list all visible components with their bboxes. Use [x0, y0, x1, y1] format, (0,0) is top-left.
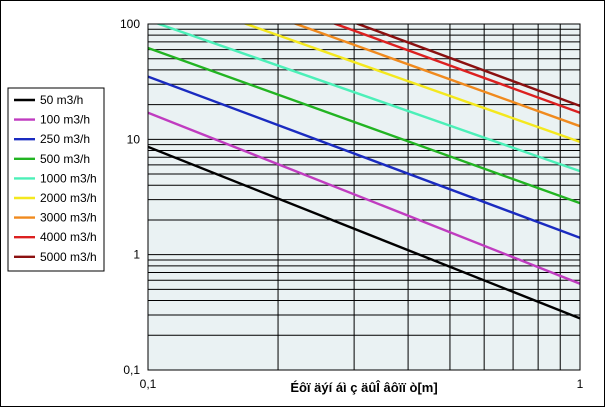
legend: 50 m3/h 100 m3/h 250 m3/h 500 m3/h 1000 m3/h… [7, 87, 105, 272]
legend-label: 4000 m3/h [40, 230, 97, 244]
y-tick-label: 10 [127, 132, 141, 146]
legend-label: 5000 m3/h [40, 250, 97, 264]
series-line-3 [148, 46, 580, 205]
y-tick-label: 0,1 [123, 363, 140, 377]
tick-labels: 100 10 1 0,10,1 1 [120, 17, 584, 391]
y-tick-label: 1 [133, 248, 140, 262]
series-line-0 [148, 145, 580, 320]
series-lines [148, 24, 580, 320]
series-line-8 [354, 24, 580, 108]
series-line-6 [292, 24, 580, 128]
legend-label: 500 m3/h [40, 152, 90, 166]
series-line-4 [155, 24, 580, 173]
legend-label: 3000 m3/h [40, 211, 97, 225]
legend-label: 100 m3/h [40, 113, 90, 127]
x-tick-label: 1 [577, 377, 584, 391]
x-tick-label: 0,1 [140, 377, 157, 391]
legend-label: 50 m3/h [40, 93, 83, 107]
legend-label: 1000 m3/h [40, 171, 97, 185]
series-line-7 [332, 24, 580, 114]
y-tick-label: 100 [120, 17, 140, 31]
legend-label: 2000 m3/h [40, 191, 97, 205]
plot-border [147, 23, 581, 371]
legend-label: 250 m3/h [40, 132, 90, 146]
series-line-2 [148, 75, 580, 239]
x-axis-title: Éôï äýí áì ç äûÎ âôïï ò[m] [290, 380, 437, 395]
series-line-1 [148, 111, 580, 285]
series-line-5 [242, 24, 580, 144]
